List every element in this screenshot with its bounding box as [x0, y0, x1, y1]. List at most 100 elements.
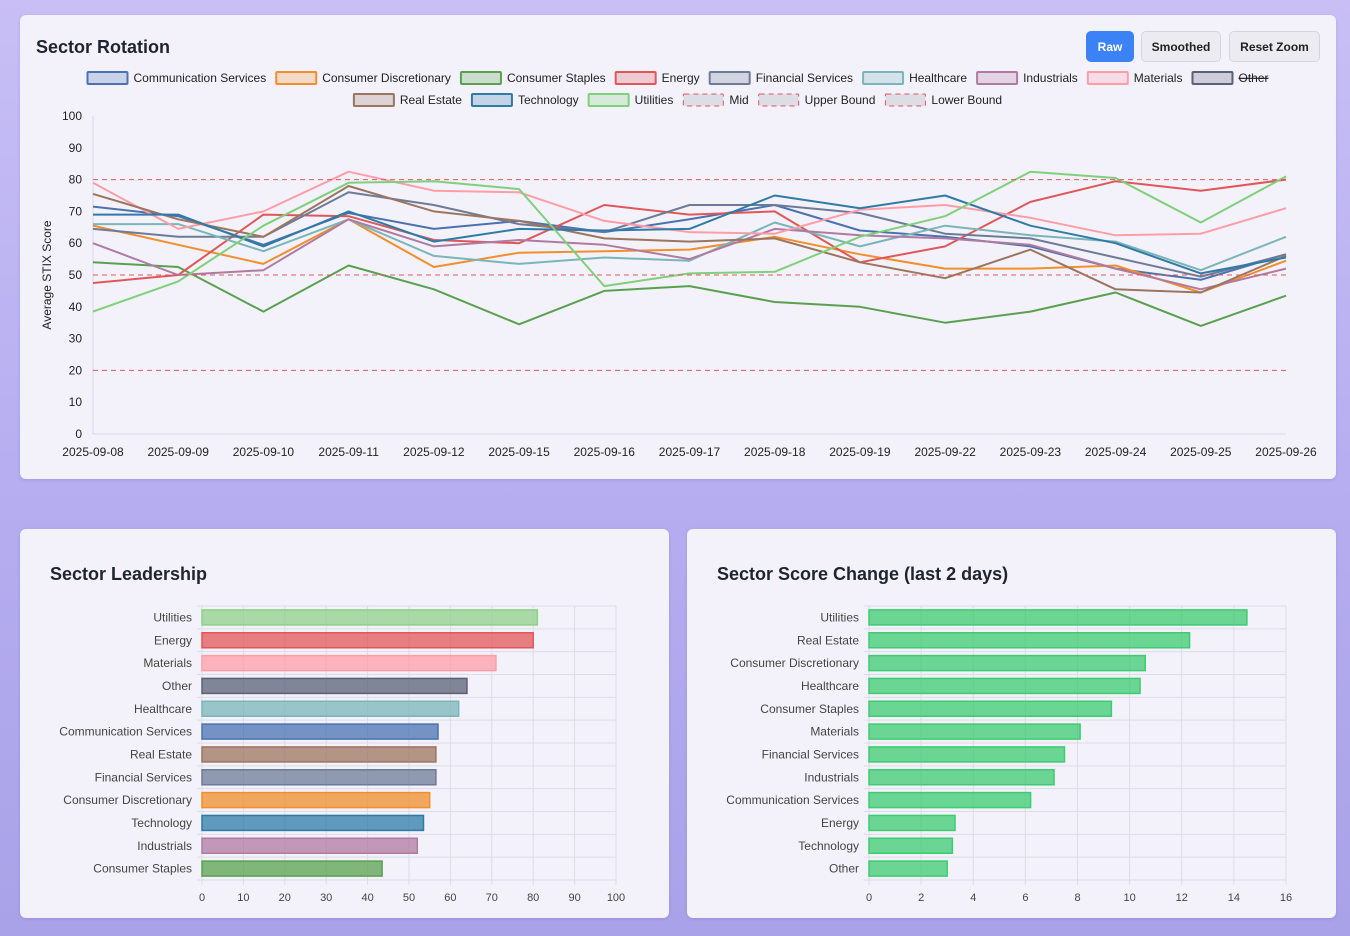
- y-tick-label: Consumer Discretionary: [730, 656, 859, 670]
- y-tick-label: 20: [69, 363, 83, 377]
- y-tick-label: Consumer Discretionary: [63, 793, 192, 807]
- y-tick-label: Consumer Staples: [93, 862, 192, 876]
- x-tick-label: 8: [1074, 892, 1080, 904]
- legend-label: Utilities: [635, 93, 674, 107]
- bar-consumer-staples: [201, 860, 383, 877]
- legend-item[interactable]: Energy: [614, 71, 700, 85]
- y-tick-label: Technology: [131, 816, 192, 830]
- legend-label: Consumer Staples: [507, 71, 606, 85]
- y-tick-label: Real Estate: [797, 633, 859, 647]
- y-tick-label: Financial Services: [762, 747, 859, 761]
- bar-industrials: [201, 837, 419, 854]
- legend-item[interactable]: Healthcare: [862, 71, 967, 85]
- bar-chart-grid: [197, 605, 617, 885]
- x-tick-label: 90: [568, 892, 580, 904]
- legend-item[interactable]: Upper Bound: [758, 93, 876, 107]
- legend-swatch: [86, 71, 129, 85]
- legend-swatch: [708, 71, 751, 85]
- legend-swatch: [884, 93, 926, 107]
- y-tick-label: Financial Services: [95, 770, 192, 784]
- x-tick-label: 10: [237, 892, 249, 904]
- series-line-materials: [92, 170, 1287, 237]
- x-tick-label: 50: [403, 892, 415, 904]
- sector-leadership-title: Sector Leadership: [50, 564, 208, 584]
- y-tick-label: Utilities: [820, 610, 859, 624]
- bar-other: [201, 677, 468, 695]
- legend-item[interactable]: Materials: [1086, 71, 1183, 85]
- legend-swatch: [614, 71, 657, 85]
- bar-chart-grid: [864, 605, 1287, 885]
- legend-item[interactable]: Technology: [470, 93, 579, 107]
- x-tick-label: 6: [1022, 892, 1028, 904]
- series-line-industrials: [92, 218, 1287, 291]
- x-tick-label: 2: [918, 892, 924, 904]
- x-tick-label: 14: [1228, 892, 1240, 904]
- legend-label: Communication Services: [134, 71, 267, 85]
- legend-label: Energy: [662, 71, 700, 85]
- legend-item[interactable]: Communication Services: [86, 71, 267, 85]
- x-tick-label: 10: [1124, 892, 1136, 904]
- reset-zoom-button[interactable]: Reset Zoom: [1229, 31, 1320, 62]
- legend-item[interactable]: Industrials: [976, 71, 1078, 85]
- y-tick-label: Healthcare: [134, 702, 192, 716]
- x-tick-label: 20: [279, 892, 291, 904]
- legend-swatch: [1086, 71, 1129, 85]
- y-tick-label: Materials: [143, 656, 192, 670]
- y-tick-label: Communication Services: [59, 725, 192, 739]
- legend-label: Materials: [1134, 71, 1183, 85]
- x-tick-label: 2025-09-10: [233, 445, 295, 459]
- legend-item[interactable]: Other: [1191, 71, 1269, 85]
- legend-swatch: [275, 71, 318, 85]
- legend-item[interactable]: Consumer Staples: [459, 71, 606, 85]
- legend-item[interactable]: Lower Bound: [884, 93, 1002, 107]
- y-tick-label: Real Estate: [130, 747, 192, 761]
- bar-consumer-discretionary: [868, 654, 1147, 672]
- legend-label: Healthcare: [909, 71, 967, 85]
- legend-label: Upper Bound: [805, 93, 876, 107]
- legend-item[interactable]: Consumer Discretionary: [275, 71, 451, 85]
- x-tick-label: 2025-09-17: [659, 445, 721, 459]
- x-tick-label: 2025-09-26: [1255, 445, 1317, 459]
- x-tick-label: 2025-09-09: [148, 445, 210, 459]
- legend-item[interactable]: Utilities: [587, 93, 674, 107]
- x-tick-label: 2025-09-11: [318, 445, 379, 459]
- x-tick-label: 40: [361, 892, 373, 904]
- legend-item[interactable]: Mid: [682, 93, 749, 107]
- legend-swatch: [976, 71, 1019, 85]
- bar-healthcare: [201, 700, 460, 717]
- smoothed-button[interactable]: Smoothed: [1141, 31, 1221, 62]
- raw-button[interactable]: Raw: [1086, 31, 1134, 62]
- x-tick-label: 2025-09-08: [62, 445, 124, 459]
- series-line-real-estate: [92, 185, 1287, 294]
- bar-consumer-discretionary: [201, 791, 431, 809]
- bar-financial-services: [201, 769, 437, 786]
- y-tick-label: Other: [162, 679, 192, 693]
- series-line-technology: [93, 194, 1287, 275]
- bar-real-estate: [201, 746, 437, 763]
- y-tick-label: Healthcare: [801, 679, 859, 693]
- legend-item[interactable]: Financial Services: [708, 71, 853, 85]
- x-tick-label: 2025-09-22: [914, 445, 976, 459]
- x-tick-label: 100: [607, 892, 625, 904]
- series-line-consumer-staples: [92, 261, 1287, 327]
- sector-change-card: Sector Score Change (last 2 days) 0 2 4 6 8 1…: [687, 529, 1336, 918]
- x-tick-label: 2025-09-25: [1170, 445, 1232, 459]
- bar-energy: [868, 814, 956, 832]
- bar-utilities: [868, 609, 1248, 626]
- x-tick-label: 16: [1280, 892, 1292, 904]
- legend-label: Mid: [729, 93, 748, 107]
- legend-swatch: [470, 93, 513, 107]
- legend-swatch: [352, 93, 395, 107]
- y-tick-label: Energy: [821, 816, 859, 830]
- y-tick-label: Communication Services: [726, 793, 859, 807]
- y-tick-label: 80: [69, 173, 83, 187]
- x-tick-label: 0: [866, 892, 872, 904]
- legend-label: Other: [1238, 71, 1268, 85]
- legend-item[interactable]: Real Estate: [352, 93, 462, 107]
- x-tick-label: 80: [527, 892, 539, 904]
- legend-swatch: [682, 93, 724, 107]
- legend-label: Industrials: [1023, 71, 1078, 85]
- series-line-healthcare: [93, 218, 1287, 272]
- bar-healthcare: [868, 677, 1141, 695]
- sector-rotation-title: Sector Rotation: [36, 37, 171, 57]
